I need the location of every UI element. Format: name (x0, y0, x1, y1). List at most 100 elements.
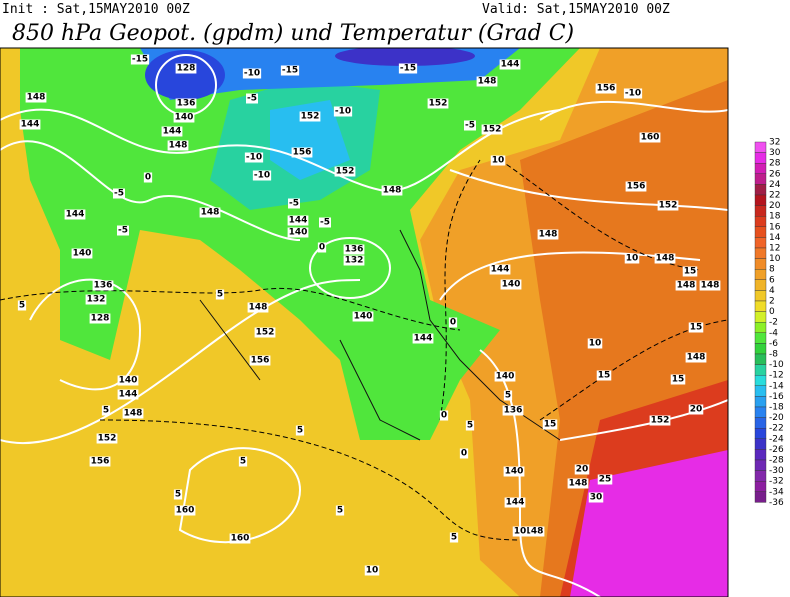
contour-label: 144 (289, 216, 308, 226)
contour-label-bg (503, 466, 525, 477)
contour-label: 140 (496, 372, 515, 382)
contour-label-bg (649, 415, 671, 426)
contour-label-bg (512, 526, 528, 537)
colorbar-label: 14 (769, 233, 781, 243)
contour-label: 144 (506, 498, 525, 508)
colorbar-label: 32 (769, 138, 780, 148)
contour-label-bg (19, 119, 41, 130)
colorbar-box (754, 226, 767, 238)
colorbar-label: -4 (769, 328, 778, 338)
contour-label-bg (96, 433, 118, 444)
contour-label-bg (364, 565, 380, 576)
contour-label: 148 (701, 281, 720, 291)
contour-label-bg (229, 533, 251, 544)
contour-label: 148 (677, 281, 696, 291)
colorbar-box (754, 215, 767, 227)
colorbar-box (754, 343, 767, 355)
contour-label-bg (247, 302, 269, 313)
contour-label: -5 (247, 94, 257, 104)
colorbar-label: 26 (769, 169, 781, 179)
contour-label: 152 (651, 416, 670, 426)
colorbar-box (754, 470, 767, 482)
contour-label: 128 (91, 314, 110, 324)
contour-label: 148 (124, 409, 143, 419)
contour-label: 20 (690, 405, 703, 415)
contour-label-bg (596, 370, 612, 381)
contour-label-bg (481, 124, 503, 135)
contour-label-bg (254, 327, 276, 338)
contour-label: -5 (289, 199, 299, 209)
contour-label: 152 (659, 201, 678, 211)
contour-label-bg (624, 253, 640, 264)
contour-label-bg (71, 248, 93, 259)
contour-label: 10 (514, 527, 527, 537)
contour-label: 5 (240, 457, 246, 467)
contour-label: 5 (19, 301, 25, 311)
colorbar-label: 4 (769, 286, 775, 296)
contour-label-bg (291, 147, 313, 158)
contour-label: 140 (175, 113, 194, 123)
contour-label-bg (117, 389, 139, 400)
colorbar-box (754, 300, 767, 312)
contour-label-bg (199, 207, 221, 218)
colorbar-box (754, 237, 767, 249)
colorbar-box (754, 396, 767, 408)
colorbar-label: -10 (769, 360, 784, 370)
contour-label: -5 (465, 121, 475, 131)
contour-label: 148 (525, 527, 544, 537)
contour-label-bg (64, 209, 86, 220)
colorbar-box (754, 322, 767, 334)
contour-label-bg (595, 83, 617, 94)
contour-label: 152 (98, 434, 117, 444)
colorbar-box (754, 481, 767, 493)
colorbar-label: 22 (769, 191, 780, 201)
colorbar-box (754, 279, 767, 291)
contour-label-bg (688, 322, 704, 333)
contour-label-bg (699, 280, 721, 291)
colorbar-box (754, 311, 767, 323)
contour-label: 148 (383, 186, 402, 196)
colorbar-box (754, 141, 767, 153)
contour-label: 10 (366, 566, 379, 576)
contour-label: 152 (483, 125, 502, 135)
contour-label: 160 (641, 133, 660, 143)
colorbar-label: 20 (769, 201, 781, 211)
contour-label: 148 (539, 230, 558, 240)
contour-label-bg (574, 464, 590, 475)
colorbar-box (754, 491, 767, 503)
contour-label-bg (523, 526, 545, 537)
contour-label: 144 (414, 334, 433, 344)
colorbar-label: -26 (769, 445, 784, 455)
colorbar-label: 0 (769, 307, 775, 317)
colorbar-label: 28 (769, 159, 781, 169)
colorbar-label: 10 (769, 254, 781, 264)
contour-label-bg (89, 313, 111, 324)
contour-label-bg (657, 200, 679, 211)
contour-label: 156 (293, 148, 312, 158)
contour-label-bg (459, 448, 469, 459)
contour-label: 5 (505, 391, 511, 401)
colorbar-label: -8 (769, 350, 778, 360)
colorbar-label: -30 (769, 466, 784, 476)
contour-label: -10 (244, 69, 260, 79)
contour-label-bg (489, 264, 511, 275)
colorbar-label: 30 (769, 148, 781, 158)
colorbar-box (754, 162, 767, 174)
contour-label: 148 (169, 141, 188, 151)
colorbar-label: -20 (769, 413, 784, 423)
contour-label: 5 (103, 406, 109, 416)
contour-label: 140 (119, 376, 138, 386)
contour-label: 10 (589, 339, 602, 349)
contour-label-bg (504, 497, 526, 508)
contour-label-bg (499, 59, 521, 70)
contour-label-bg (654, 253, 676, 264)
contour-label: 148 (201, 208, 220, 218)
contour-label-bg (398, 63, 418, 74)
contour-label-bg (352, 311, 374, 322)
contour-label-bg (567, 478, 589, 489)
contour-label: 144 (66, 210, 85, 220)
contour-label: 148 (478, 77, 497, 87)
contour-label: 20 (576, 465, 589, 475)
colorbar-box (754, 205, 767, 217)
contour-label: 156 (597, 84, 616, 94)
